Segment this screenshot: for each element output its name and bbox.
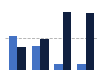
Bar [63,12,72,70]
Bar [54,64,63,70]
Bar [18,47,26,70]
Bar [9,36,18,70]
Bar [32,46,40,70]
Bar [77,64,86,70]
Bar [40,39,49,70]
Bar [86,13,94,70]
